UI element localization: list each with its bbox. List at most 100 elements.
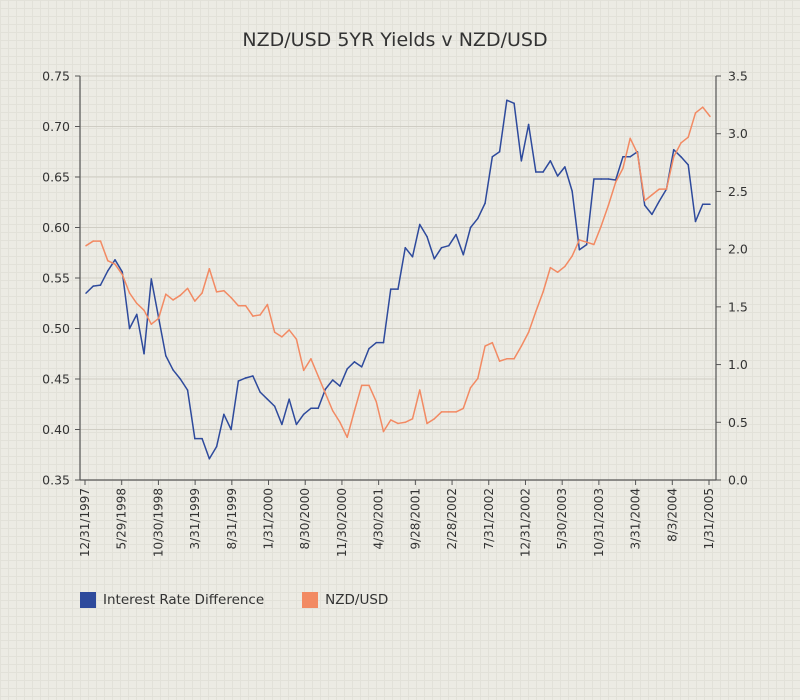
- line-segment: [368, 341, 377, 350]
- line-segment: [223, 289, 232, 299]
- x-tick-label: 2/28/2002: [445, 488, 459, 550]
- x-tick-label: 11/30/2000: [335, 488, 349, 557]
- line-segment: [266, 398, 276, 408]
- line-segment: [346, 361, 356, 370]
- right-y-axis: 0.0 0.5 1.0 1.5 2.0 2.5 3.0 3.5: [716, 69, 748, 488]
- right-tick-label: 0.0: [728, 473, 748, 488]
- line-segment: [339, 368, 348, 387]
- line-segment: [136, 313, 145, 355]
- line-segment: [215, 413, 225, 448]
- line-segment: [694, 106, 704, 114]
- line-segment: [484, 156, 494, 205]
- line-segment: [607, 178, 617, 181]
- line-segment: [281, 398, 290, 426]
- line-segment: [302, 407, 312, 416]
- line-segment: [433, 246, 443, 260]
- line-segment: [542, 160, 552, 173]
- line-segment: [571, 190, 581, 251]
- line-segment: [143, 309, 153, 325]
- line-segment: [179, 378, 189, 391]
- line-segment: [194, 292, 203, 302]
- x-tick-label: 4/30/2001: [372, 488, 386, 550]
- line-segment: [556, 265, 566, 273]
- line-segment: [411, 223, 421, 258]
- line-segment: [404, 246, 414, 258]
- line-segment: [230, 296, 240, 307]
- line-segment: [491, 341, 501, 362]
- line-segment: [419, 223, 428, 238]
- line-segment: [549, 160, 559, 177]
- x-tick-label: 1/31/2005: [702, 488, 716, 550]
- line-segment: [375, 400, 385, 433]
- line-segment: [186, 389, 196, 440]
- left-tick-label: 0.55: [42, 271, 70, 286]
- line-segment: [477, 202, 486, 220]
- left-y-axis: 0.35 0.40 0.45 0.50 0.55 0.60 0.65 0.70 0.75: [42, 69, 80, 488]
- x-tick-label: 12/31/1997: [78, 488, 92, 557]
- line-segment: [397, 246, 407, 290]
- line-segment: [310, 358, 319, 377]
- line-segment: [419, 389, 428, 425]
- line-segment: [571, 239, 581, 257]
- line-segment: [411, 389, 421, 420]
- line-segment: [404, 418, 414, 424]
- line-segment: [556, 166, 566, 177]
- x-axis: 12/31/1997 5/29/1998 10/30/1998 3/31/1999 8/…: [78, 480, 716, 557]
- line-segment: [150, 278, 160, 319]
- x-tick-label: 5/29/1998: [115, 488, 129, 550]
- line-segment: [85, 240, 95, 247]
- line-segment: [273, 331, 283, 338]
- line-segment: [295, 413, 305, 426]
- legend-item-interest-rate: Interest Rate Difference: [80, 592, 264, 608]
- line-segment: [85, 285, 95, 294]
- legend-label-nzdusd: NZD/USD: [325, 592, 389, 608]
- line-segment: [535, 291, 544, 313]
- line-segment: [107, 259, 116, 272]
- line-segment: [506, 99, 515, 105]
- x-tick-label: 5/30/2003: [555, 488, 569, 550]
- line-segment: [564, 166, 573, 192]
- left-tick-label: 0.35: [42, 473, 70, 488]
- line-segment: [259, 303, 269, 316]
- x-tick-label: 8/3/2004: [665, 488, 679, 542]
- line-segment: [629, 151, 639, 158]
- line-segment: [252, 314, 261, 317]
- line-segment: [114, 263, 124, 276]
- line-segment: [469, 377, 479, 389]
- line-segment: [237, 377, 247, 382]
- line-segment: [578, 239, 588, 243]
- line-segment: [622, 137, 631, 170]
- line-segment: [121, 271, 131, 330]
- line-segment: [353, 361, 363, 368]
- line-segment: [360, 347, 370, 368]
- line-segment: [266, 303, 276, 334]
- line-segment: [288, 398, 298, 426]
- left-tick-label: 0.45: [42, 372, 70, 387]
- line-segment: [455, 233, 465, 256]
- left-tick-label: 0.40: [42, 422, 70, 437]
- line-segment: [201, 437, 211, 460]
- line-segment: [498, 358, 508, 362]
- line-segment: [614, 156, 624, 181]
- line-segment: [324, 379, 334, 390]
- line-segment: [643, 194, 653, 202]
- x-tick-label: 8/30/2000: [298, 488, 312, 550]
- chart-title: NZD/USD 5YR Yields v NZD/USD: [242, 29, 547, 51]
- left-tick-label: 0.70: [42, 119, 70, 134]
- left-tick-label: 0.50: [42, 321, 70, 336]
- line-segment: [92, 284, 102, 287]
- line-segment: [179, 287, 189, 297]
- line-segment: [484, 341, 494, 347]
- right-tick-label: 3.5: [728, 69, 748, 84]
- line-segment: [259, 391, 269, 400]
- x-tick-label: 8/31/1999: [225, 488, 239, 550]
- line-segment: [150, 317, 160, 325]
- line-segment: [128, 313, 138, 330]
- legend-swatch-nzdusd: [302, 592, 319, 608]
- line-segment: [433, 411, 443, 420]
- line-segment: [186, 287, 196, 302]
- line-segment: [252, 375, 261, 393]
- line-segment: [295, 338, 305, 372]
- legend: Interest Rate Difference NZD/USD: [80, 592, 426, 608]
- line-segment: [462, 386, 472, 410]
